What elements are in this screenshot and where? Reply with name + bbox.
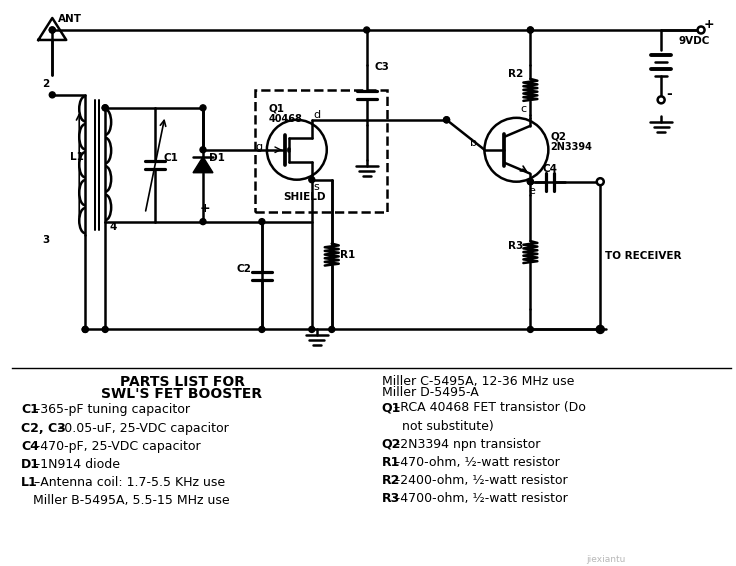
- Text: R1: R1: [340, 250, 355, 260]
- Text: C4: C4: [21, 440, 39, 453]
- Circle shape: [102, 105, 108, 111]
- Text: –2400-ohm, ½-watt resistor: –2400-ohm, ½-watt resistor: [394, 474, 567, 487]
- Circle shape: [259, 327, 265, 332]
- Text: R1: R1: [382, 456, 400, 469]
- Text: 9VDC: 9VDC: [678, 36, 710, 46]
- Text: PARTS LIST FOR: PARTS LIST FOR: [119, 375, 244, 389]
- Text: Q1: Q1: [382, 401, 401, 414]
- Text: C2, C3: C2, C3: [21, 422, 66, 435]
- Text: -: -: [666, 87, 672, 101]
- Circle shape: [309, 177, 315, 183]
- Text: e: e: [528, 186, 535, 196]
- Circle shape: [200, 218, 206, 225]
- Circle shape: [200, 147, 206, 153]
- Text: Miller D-5495-A: Miller D-5495-A: [382, 386, 478, 399]
- Text: ANT: ANT: [58, 14, 82, 24]
- Text: 4: 4: [109, 222, 116, 231]
- Text: –RCA 40468 FET transistor (Do: –RCA 40468 FET transistor (Do: [394, 401, 586, 414]
- Text: TO RECEIVER: TO RECEIVER: [605, 251, 682, 260]
- Text: R3: R3: [509, 241, 524, 251]
- Circle shape: [528, 27, 534, 33]
- Text: –1N914 diode: –1N914 diode: [34, 458, 120, 471]
- Text: b: b: [470, 138, 478, 148]
- Circle shape: [49, 27, 55, 33]
- Text: 2N3394: 2N3394: [551, 142, 592, 152]
- Text: –0.05-uF, 25-VDC capacitor: –0.05-uF, 25-VDC capacitor: [58, 422, 229, 435]
- Circle shape: [200, 105, 206, 111]
- Circle shape: [528, 27, 534, 33]
- Text: –2N3394 npn transistor: –2N3394 npn transistor: [394, 438, 540, 451]
- Text: s: s: [314, 182, 319, 192]
- Text: Q2: Q2: [382, 438, 401, 451]
- Text: SWL'S FET BOOSTER: SWL'S FET BOOSTER: [102, 387, 263, 401]
- Text: D1: D1: [209, 153, 225, 163]
- Text: R2: R2: [509, 69, 524, 79]
- Circle shape: [49, 92, 55, 98]
- Text: not substitute): not substitute): [382, 419, 493, 432]
- Text: C4: C4: [542, 164, 557, 174]
- Text: –Antenna coil: 1.7-5.5 KHz use: –Antenna coil: 1.7-5.5 KHz use: [34, 476, 224, 489]
- Circle shape: [444, 117, 450, 123]
- Circle shape: [309, 327, 315, 332]
- Circle shape: [102, 105, 108, 111]
- Text: Q1: Q1: [269, 104, 285, 114]
- Text: C2: C2: [237, 264, 252, 273]
- Text: Miller C-5495A, 12-36 MHz use: Miller C-5495A, 12-36 MHz use: [382, 375, 574, 388]
- Circle shape: [364, 27, 369, 33]
- Circle shape: [528, 327, 534, 332]
- Text: –470-ohm, ½-watt resistor: –470-ohm, ½-watt resistor: [394, 456, 560, 469]
- Circle shape: [82, 327, 88, 332]
- Text: –365-pF tuning capacitor: –365-pF tuning capacitor: [34, 404, 190, 417]
- Text: Miller B-5495A, 5.5-15 MHz use: Miller B-5495A, 5.5-15 MHz use: [21, 494, 230, 507]
- Circle shape: [597, 178, 604, 185]
- Text: D1: D1: [21, 458, 40, 471]
- Circle shape: [597, 326, 604, 333]
- Text: c: c: [520, 104, 526, 114]
- Text: SHIELD: SHIELD: [283, 192, 325, 201]
- Text: +: +: [200, 201, 210, 215]
- Text: 3: 3: [42, 234, 49, 245]
- Circle shape: [444, 117, 450, 123]
- Text: 2: 2: [42, 79, 49, 89]
- Circle shape: [49, 27, 55, 33]
- Circle shape: [528, 179, 534, 185]
- Circle shape: [102, 327, 108, 332]
- Text: +: +: [704, 18, 715, 31]
- Circle shape: [698, 27, 704, 33]
- Text: R2: R2: [382, 474, 400, 487]
- Text: d: d: [314, 110, 321, 120]
- Text: –4700-ohm, ½-watt resistor: –4700-ohm, ½-watt resistor: [394, 492, 567, 505]
- Circle shape: [259, 218, 265, 225]
- Circle shape: [528, 179, 534, 185]
- Circle shape: [329, 327, 335, 332]
- Text: 40468: 40468: [269, 114, 302, 124]
- Text: L1: L1: [70, 152, 84, 162]
- Polygon shape: [193, 157, 213, 173]
- Text: C1: C1: [163, 153, 178, 163]
- Text: –470-pF, 25-VDC capacitor: –470-pF, 25-VDC capacitor: [34, 440, 200, 453]
- Text: C1: C1: [21, 404, 39, 417]
- Text: R3: R3: [382, 492, 400, 505]
- Circle shape: [82, 327, 88, 332]
- Text: g: g: [255, 142, 262, 152]
- Text: Q2: Q2: [551, 132, 566, 142]
- Text: L1: L1: [21, 476, 38, 489]
- Circle shape: [597, 327, 604, 332]
- Circle shape: [658, 96, 665, 104]
- Text: jiexiantu: jiexiantu: [587, 555, 626, 564]
- Text: C3: C3: [375, 62, 389, 72]
